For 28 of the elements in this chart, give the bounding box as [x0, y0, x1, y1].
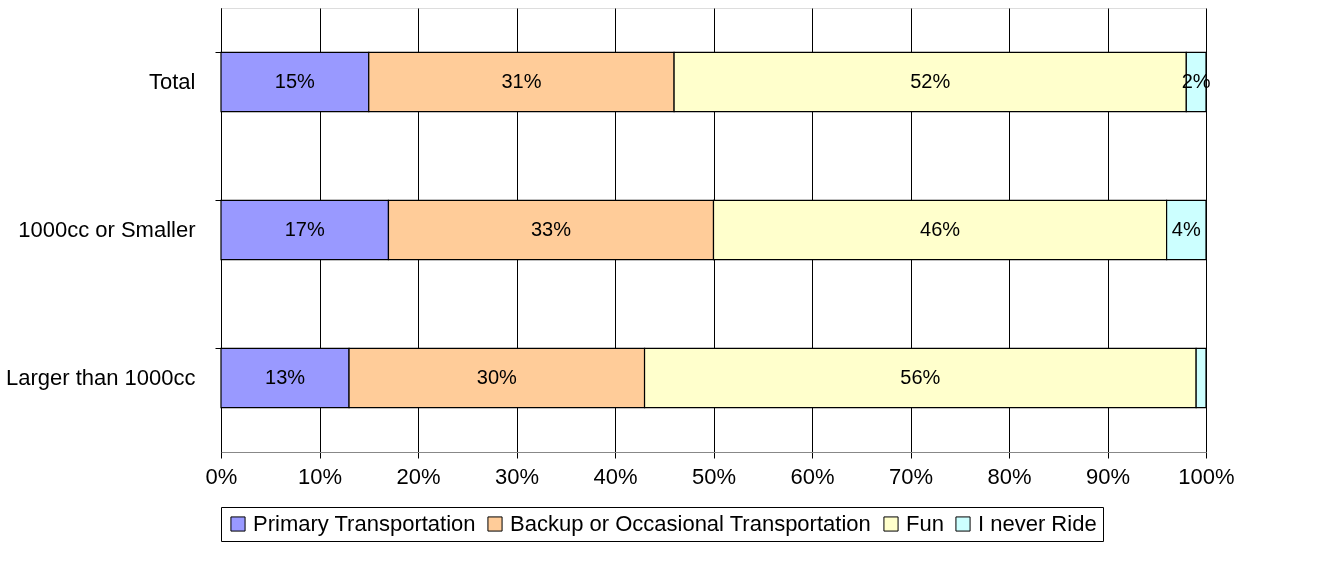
- legend-label: Backup or Occasional Transportation: [510, 511, 871, 536]
- data-label: 15%: [274, 70, 316, 92]
- x-tick-label: 70%: [888, 463, 934, 489]
- data-label: 17%: [284, 218, 325, 240]
- x-tick-label: 60%: [790, 463, 835, 489]
- x-tick-label: 0%: [205, 463, 238, 489]
- x-tick-label: 20%: [396, 463, 441, 489]
- x-tick-label: 100%: [1178, 463, 1235, 489]
- legend-label: I never Ride: [978, 511, 1097, 536]
- x-tick-label: 90%: [1085, 463, 1131, 489]
- y-tick-label: Larger than 1000cc: [5, 365, 196, 390]
- data-label: 52%: [910, 70, 951, 92]
- x-tick-label: 30%: [494, 463, 540, 489]
- legend-label: Primary Transportation: [253, 511, 476, 536]
- data-label: 4%: [1171, 218, 1201, 240]
- y-tick-label: 1000cc or Smaller: [18, 217, 196, 242]
- x-tick-label: 50%: [691, 463, 737, 489]
- x-tick-label: 40%: [593, 463, 638, 489]
- data-label: 33%: [530, 218, 572, 240]
- x-tick-label: 80%: [987, 463, 1032, 489]
- data-label: 13%: [265, 366, 306, 388]
- x-tick-label: 10%: [297, 463, 343, 489]
- legend-label: Fun: [906, 511, 944, 536]
- data-label: 56%: [900, 366, 941, 388]
- y-tick-label: Total: [149, 69, 196, 94]
- data-label: 31%: [501, 70, 542, 92]
- data-label: 46%: [920, 218, 961, 240]
- data-label: 30%: [476, 366, 518, 388]
